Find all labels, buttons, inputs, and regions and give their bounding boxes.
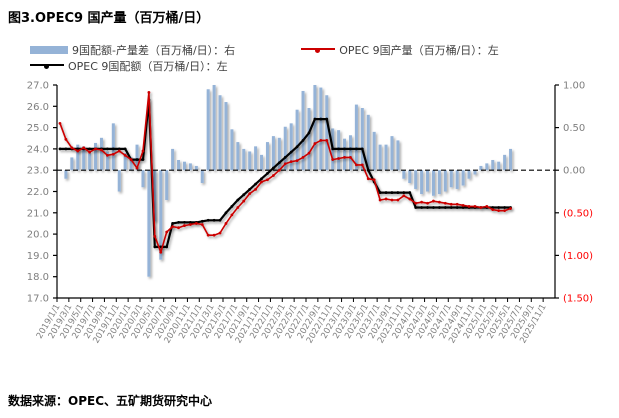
right-axis-tick-label: (1.50) [563,294,593,305]
right-axis-tick-label: 0.00 [563,166,585,177]
legend-row-1: 9国配额-产量差（百万桶/日）：右 OPEC 9国产量（百万桶/日）：左 [30,42,600,58]
line-swatch-black-icon [30,64,64,69]
legend-label-diff: 9国配额-产量差（百万桶/日）：右 [72,44,236,57]
bar-swatch-icon [30,46,68,54]
legend-label-quota: OPEC 9国配额（百万桶/日）：左 [68,60,228,73]
right-axis-tick-label: 1.00 [563,81,585,92]
quota-line [58,98,512,249]
legend-item-quota: OPEC 9国配额（百万桶/日）：左 [30,58,228,74]
right-axis-tick-label: 0.50 [563,123,585,134]
production-line [58,91,512,254]
left-axis-tick-label: 27.0 [27,81,49,92]
diff-bars [58,85,513,277]
chart-title: 图3.OPEC9 国产量（百万桶/日） [8,11,210,26]
left-axis-tick-label: 21.0 [27,208,49,219]
left-axis-tick-label: 26.0 [27,102,49,113]
left-axis-tick-label: 20.0 [27,230,49,241]
left-axis-tick-label: 25.0 [27,123,49,134]
left-axis-tick-label: 22.0 [27,187,49,198]
chart-legend: 9国配额-产量差（百万桶/日）：右 OPEC 9国产量（百万桶/日）：左 OPE… [30,42,600,74]
legend-label-production: OPEC 9国产量（百万桶/日）：左 [339,44,499,57]
right-axis-tick-label: (0.50) [563,208,593,219]
left-axis-tick-label: 23.0 [27,166,49,177]
data-source-text: 数据来源：OPEC、五矿期货研究中心 [8,394,213,408]
left-axis-tick-label: 19.0 [27,251,49,262]
line-swatch-red-icon [301,48,336,53]
legend-item-production: OPEC 9国产量（百万桶/日）：左 [301,42,499,58]
legend-item-diff: 9国配额-产量差（百万桶/日）：右 [30,42,235,58]
left-axis-tick-label: 17.0 [27,294,49,305]
right-axis-tick-label: (1.00) [563,251,593,262]
left-axis-tick-label: 18.0 [27,272,49,283]
left-axis-tick-label: 24.0 [27,144,49,155]
legend-row-2: OPEC 9国配额（百万桶/日）：左 [30,58,600,74]
